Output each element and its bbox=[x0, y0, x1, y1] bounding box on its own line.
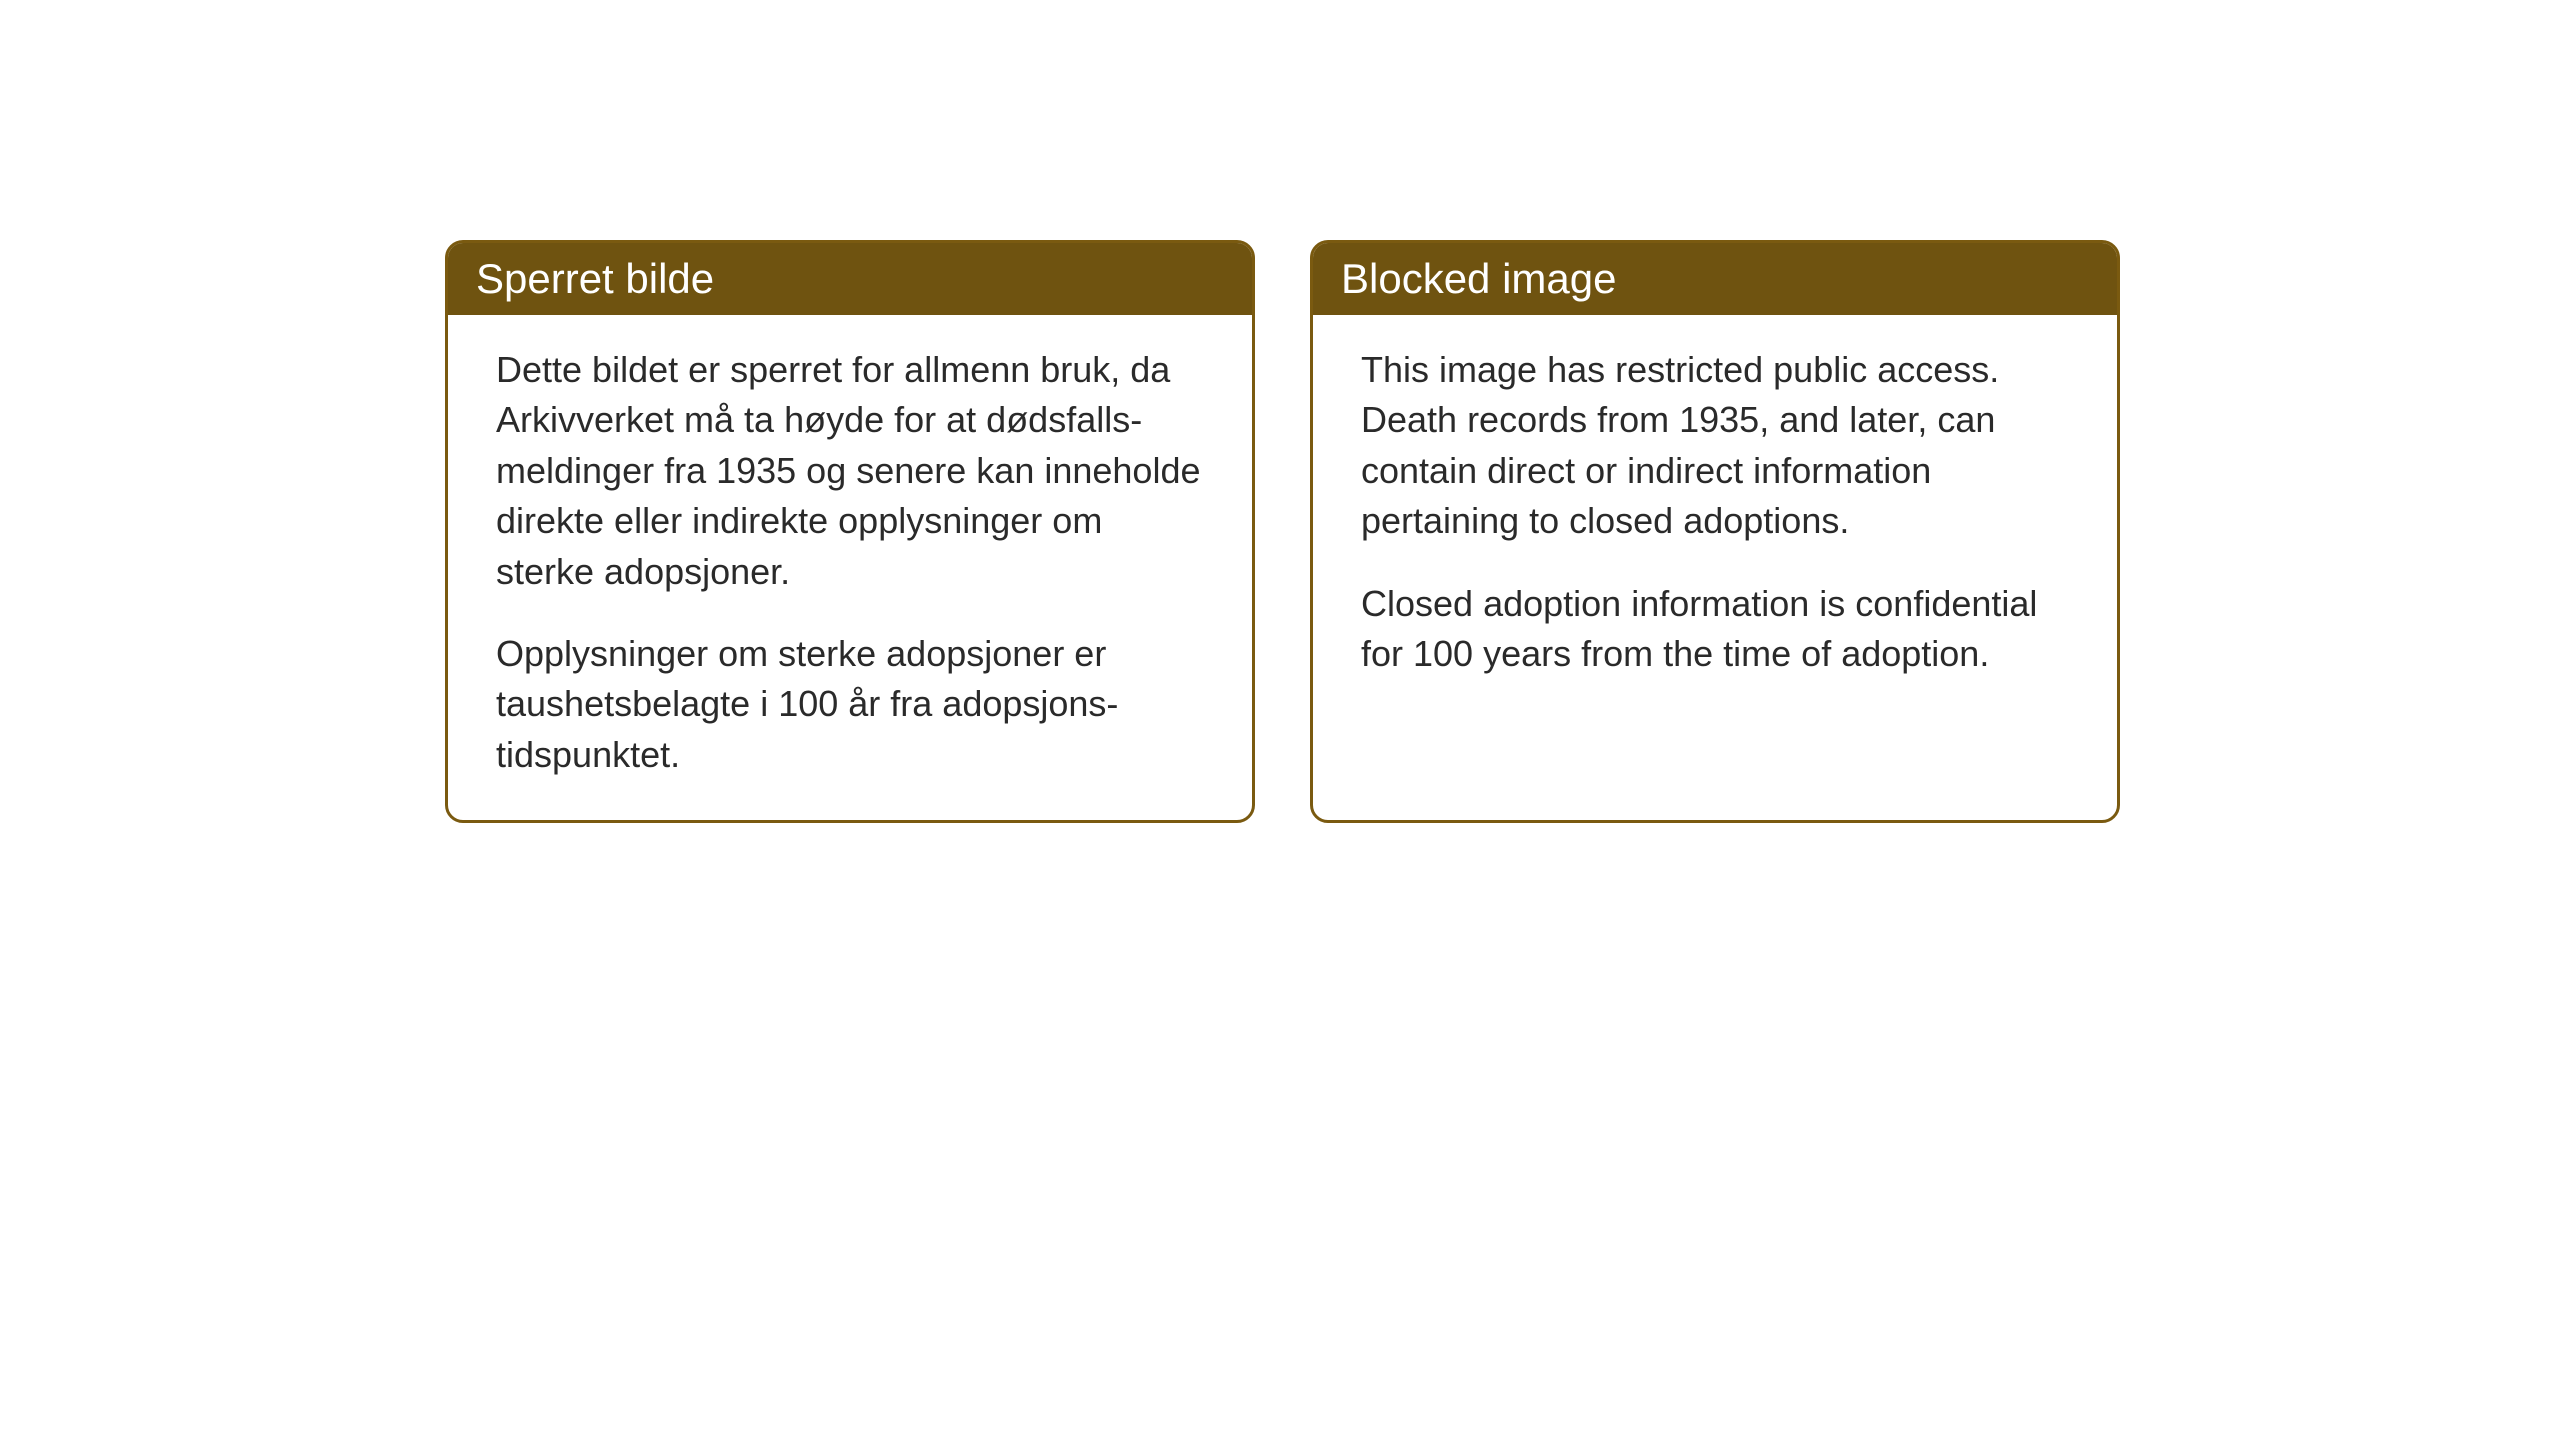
norwegian-notice-card: Sperret bilde Dette bildet er sperret fo… bbox=[445, 240, 1255, 823]
norwegian-paragraph-2: Opplysninger om sterke adopsjoner er tau… bbox=[496, 629, 1204, 780]
english-paragraph-1: This image has restricted public access.… bbox=[1361, 345, 2069, 547]
english-paragraph-2: Closed adoption information is confident… bbox=[1361, 579, 2069, 680]
norwegian-card-body: Dette bildet er sperret for allmenn bruk… bbox=[448, 315, 1252, 820]
norwegian-card-title: Sperret bilde bbox=[448, 243, 1252, 315]
english-notice-card: Blocked image This image has restricted … bbox=[1310, 240, 2120, 823]
norwegian-paragraph-1: Dette bildet er sperret for allmenn bruk… bbox=[496, 345, 1204, 597]
english-card-body: This image has restricted public access.… bbox=[1313, 315, 2117, 719]
english-card-title: Blocked image bbox=[1313, 243, 2117, 315]
notice-container: Sperret bilde Dette bildet er sperret fo… bbox=[445, 240, 2120, 823]
